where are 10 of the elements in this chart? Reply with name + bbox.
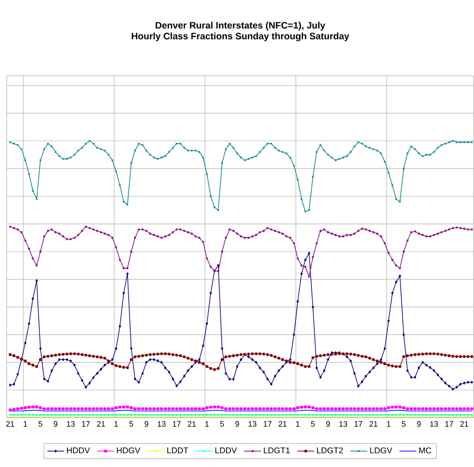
chart-title: Denver Rural Interstates (NFC=1), July <box>156 22 326 30</box>
legend-label: LDGT1 <box>264 447 290 454</box>
legend-label: HDDV <box>67 448 90 454</box>
legend-label: LDGT2 <box>317 447 343 454</box>
legend-label: LDDV <box>215 448 237 454</box>
legend-label: HDGV <box>116 447 140 454</box>
legend-label: MC <box>419 447 432 454</box>
legend-label: LDGV <box>370 447 392 454</box>
legend-label: LDDT <box>167 448 188 454</box>
chart-subtitle: Hourly Class Fractions Sunday through Saturday <box>132 32 350 42</box>
